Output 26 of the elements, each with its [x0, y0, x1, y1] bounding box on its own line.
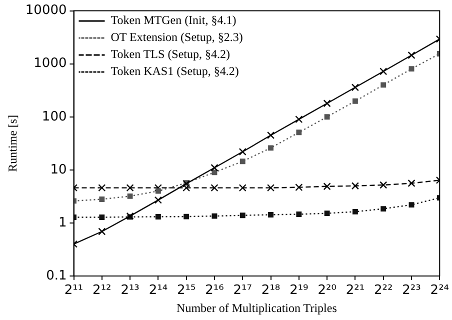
x-tick-label: 2²⁴ [430, 283, 450, 298]
legend-label: Token TLS (Setup, §4.2) [110, 47, 230, 62]
y-tick-label: 1000 [34, 56, 67, 72]
y-tick-label: 0.1 [46, 268, 67, 284]
legend-label: Token KAS1 (Setup, §4.2) [110, 64, 239, 78]
x-tick-label: 2¹⁴ [148, 283, 168, 298]
x-tick-label: 2²³ [402, 283, 421, 298]
x-tick-label: 2²² [374, 283, 393, 298]
x-tick-label: 2¹⁶ [205, 283, 224, 298]
y-tick-label: 10 [50, 162, 67, 178]
x-axis-title: Number of Multiplication Triples [176, 300, 338, 315]
x-tick-label: 2²⁰ [318, 283, 336, 298]
x-tick-label: 2¹⁷ [233, 283, 252, 298]
y-tick-label: 10000 [25, 3, 67, 18]
y-axis-title: Runtime [s] [5, 114, 20, 172]
x-tick-label: 2¹⁸ [261, 283, 280, 298]
x-tick-label: 2¹³ [120, 283, 140, 298]
x-tick-label: 2¹¹ [64, 283, 84, 298]
y-tick-label: 1 [58, 215, 67, 230]
legend-label: OT Extension (Setup, §2.3) [110, 30, 243, 44]
x-tick-label: 2¹² [92, 283, 112, 298]
x-tick-label: 2²¹ [346, 283, 365, 298]
x-tick-label: 2¹⁹ [290, 283, 308, 298]
x-tick-label: 2¹⁵ [176, 283, 196, 298]
legend-label: Token MTGen (Init, §4.1) [110, 13, 236, 28]
y-tick-label: 100 [42, 109, 67, 124]
